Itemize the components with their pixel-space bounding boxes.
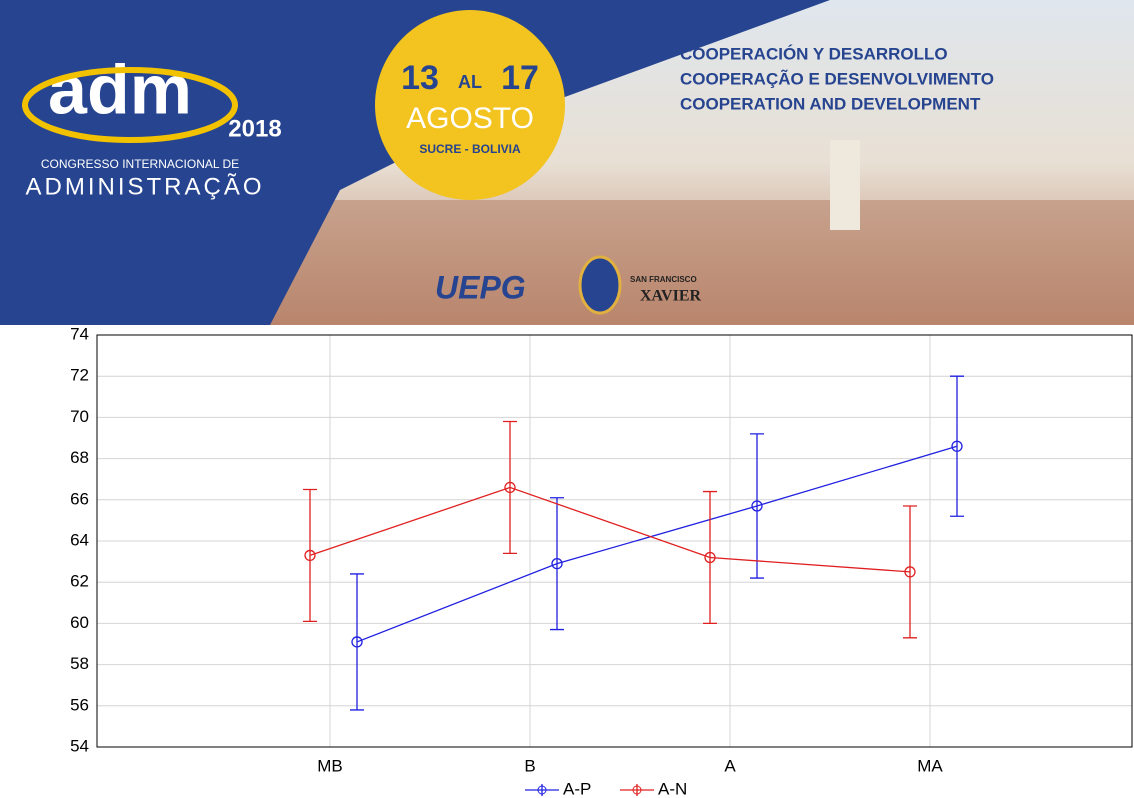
legend-label: A-P — [563, 779, 591, 798]
error-bar — [703, 490, 717, 625]
tower — [830, 140, 860, 230]
uni-small: SAN FRANCISCO — [630, 275, 697, 284]
point — [751, 500, 763, 512]
chart-bg — [0, 325, 1134, 798]
y-tick-label: 60 — [70, 613, 89, 632]
month: AGOSTO — [406, 102, 534, 135]
legend-marker — [537, 785, 547, 795]
date-circle — [375, 10, 565, 200]
y-tick-label: 64 — [70, 530, 89, 549]
point — [551, 558, 563, 570]
y-tick-label: 74 — [70, 324, 89, 343]
day-start: 13 — [401, 59, 439, 97]
x-tick-label: B — [524, 756, 535, 775]
logo-ring — [22, 67, 238, 143]
day-end: 17 — [501, 59, 539, 97]
roofs — [280, 200, 1134, 325]
uepg-logo: UEPG — [435, 269, 526, 305]
point — [351, 636, 363, 648]
y-tick-label: 68 — [70, 448, 89, 467]
xavier-seal — [578, 255, 622, 315]
chart: 54 56 58 60 62 64 66 68 70 72 74 MB B A MA A-P A-N — [70, 324, 1133, 798]
point — [904, 566, 916, 578]
place: SUCRE - BOLIVIA — [419, 142, 521, 156]
y-tick-label: 66 — [70, 489, 89, 508]
y-tick-label: 62 — [70, 572, 89, 591]
logo: adm — [48, 50, 192, 128]
plot-frame — [96, 334, 1133, 748]
banner: adm 2018 CONGRESSO INTERNACIONAL DE ADMI… — [0, 0, 1134, 325]
y-tick-label: 58 — [70, 654, 89, 673]
error-bar — [503, 420, 517, 555]
al: AL — [458, 72, 482, 92]
point — [504, 481, 516, 494]
x-tick-label: A — [724, 756, 736, 775]
congress: CONGRESSO INTERNACIONAL DE — [41, 157, 239, 171]
tagline: COOPERATION AND DEVELOPMENT — [680, 94, 981, 113]
admin: ADMINISTRAÇÃO — [25, 173, 264, 200]
year: 2018 — [228, 115, 281, 142]
point — [951, 440, 963, 452]
legend-marker — [632, 785, 642, 795]
error-bar — [903, 505, 917, 639]
point — [304, 549, 316, 562]
error-bar — [303, 488, 317, 622]
legend-label: A-N — [658, 779, 687, 798]
y-tick-label: 70 — [70, 407, 89, 426]
error-bar — [550, 497, 564, 631]
y-tick-label: 72 — [70, 366, 89, 385]
x-tick-label: MA — [917, 756, 943, 775]
error-bar — [350, 573, 364, 711]
tagline: COOPERAÇÃO E DESENVOLVIMENTO — [680, 68, 994, 88]
series-line — [309, 486, 911, 573]
tagline: COOPERACIÓN Y DESARROLLO — [680, 44, 948, 63]
point — [704, 551, 716, 564]
uni-name: XAVIER — [640, 288, 702, 305]
error-bar — [750, 433, 764, 579]
y-tick-label: 54 — [70, 736, 89, 755]
x-tick-label: MB — [317, 756, 343, 775]
y-tick-label: 56 — [70, 695, 89, 714]
series-line — [356, 445, 958, 643]
error-bar — [950, 375, 964, 517]
